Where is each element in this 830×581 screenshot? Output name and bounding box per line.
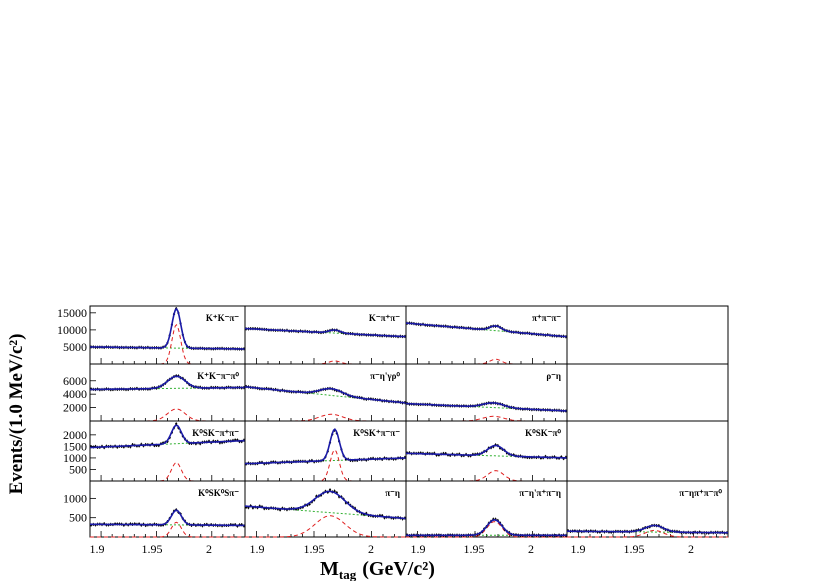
y-tick-label: 15000 bbox=[57, 306, 87, 320]
y-tick-label: 500 bbox=[69, 511, 87, 525]
panel: 5000 10000 15000 K⁺K⁻π⁻ bbox=[57, 305, 246, 365]
signal-curve bbox=[245, 515, 406, 538]
mode-label: π⁻η bbox=[385, 488, 400, 498]
panel-frame bbox=[566, 420, 729, 482]
y-tick-label: 1000 bbox=[63, 451, 87, 465]
x-tick-label: 1.9 bbox=[250, 542, 265, 556]
mode-label: π⁻η'γρ⁰ bbox=[370, 371, 400, 381]
fit-curve bbox=[89, 307, 245, 350]
background-curve bbox=[567, 530, 729, 534]
signal-curve bbox=[90, 324, 245, 365]
fit-curve bbox=[406, 518, 567, 537]
background-curve bbox=[244, 505, 407, 519]
panel bbox=[566, 305, 729, 365]
mode-label: π⁻η'π⁺π⁻η bbox=[519, 488, 561, 498]
x-axis-title: Mtag (GeV/c²) bbox=[320, 558, 435, 581]
y-tick-label: 1500 bbox=[63, 439, 87, 453]
panel-frame bbox=[566, 305, 729, 365]
fit-curve bbox=[90, 424, 246, 449]
x-tick-label: 2 bbox=[688, 542, 694, 556]
panel: π⁻η'γρ⁰ bbox=[244, 363, 407, 422]
panel: ρ⁻η bbox=[405, 363, 568, 422]
fit-curve bbox=[90, 375, 245, 391]
panel-frame bbox=[405, 363, 568, 422]
mode-label: K⁺K⁻π⁻π⁰ bbox=[197, 371, 239, 381]
mode-label: K⁰SK⁺π⁻π⁻ bbox=[353, 428, 400, 438]
signal-curve bbox=[567, 529, 728, 538]
mode-label: ρ⁻η bbox=[546, 371, 561, 381]
mode-label: π⁻ηπ⁺π⁻π⁰ bbox=[679, 488, 722, 498]
mode-label: K⁺K⁻π⁻ bbox=[206, 313, 239, 323]
panel bbox=[566, 420, 729, 482]
x-tick-label: 1.95 bbox=[464, 542, 485, 556]
y-tick-label: 2000 bbox=[63, 428, 87, 442]
background-curve bbox=[406, 452, 567, 459]
signal-curve bbox=[90, 521, 245, 538]
fit-curve bbox=[244, 490, 407, 520]
panel: K⁰SK⁺π⁻π⁻ bbox=[244, 420, 407, 482]
x-tick-label: 1.9 bbox=[411, 542, 426, 556]
panel: π⁺π⁻π⁻ bbox=[405, 305, 568, 365]
background-curve bbox=[244, 457, 407, 465]
fit-curve bbox=[90, 509, 245, 527]
background-curve bbox=[244, 386, 407, 404]
mode-label: K⁰SK⁰Sπ⁻ bbox=[198, 488, 239, 498]
y-tick-label: 2000 bbox=[63, 401, 87, 415]
mode-label: π⁺π⁻π⁻ bbox=[532, 313, 561, 323]
y-tick-label: 5000 bbox=[63, 340, 87, 354]
x-tick-label: 1.95 bbox=[142, 542, 163, 556]
panel: π⁻η'π⁺π⁻η bbox=[405, 480, 568, 538]
data-point bbox=[328, 488, 332, 491]
x-tick-label: 2 bbox=[368, 542, 374, 556]
fit-curve bbox=[567, 524, 729, 534]
fit-curve bbox=[244, 327, 407, 338]
y-tick-label: 6000 bbox=[63, 374, 87, 388]
fit-curve bbox=[244, 428, 407, 465]
background-curve bbox=[405, 322, 568, 338]
y-axis-title: Events/(1.0 MeV/c²) bbox=[6, 334, 27, 495]
mode-label: K⁰SK⁻π⁺π⁻ bbox=[192, 428, 239, 438]
x-tick-label: 1.95 bbox=[304, 542, 325, 556]
x-tick-label: 2 bbox=[206, 542, 212, 556]
panel: K⁰SK⁻π⁰ bbox=[405, 420, 568, 482]
background-curve bbox=[406, 403, 567, 412]
panel: K⁻π⁺π⁻ bbox=[244, 305, 407, 365]
x-tick-label: 1.95 bbox=[624, 542, 645, 556]
x-axis-labels: 1.9 1.95 2 1.9 1.95 2 1.9 1.95 2 1.9 1.9… bbox=[90, 542, 695, 556]
panel: π⁻η bbox=[244, 480, 407, 538]
mode-label: K⁻π⁺π⁻ bbox=[369, 313, 400, 323]
y-tick-label: 1000 bbox=[63, 491, 87, 505]
fit-curve bbox=[406, 402, 567, 412]
fit-curve bbox=[244, 386, 407, 404]
fit-curve bbox=[405, 322, 568, 338]
x-tick-label: 1.9 bbox=[571, 542, 586, 556]
panel: π⁻ηπ⁺π⁻π⁰ bbox=[566, 480, 729, 538]
panel bbox=[566, 363, 729, 422]
mode-label: K⁰SK⁻π⁰ bbox=[525, 428, 561, 438]
x-tick-label: 2 bbox=[528, 542, 534, 556]
y-tick-label: 500 bbox=[69, 462, 87, 476]
fit-curve bbox=[406, 444, 567, 459]
panel-frame bbox=[566, 363, 729, 422]
y-tick-label: 10000 bbox=[57, 323, 87, 337]
y-tick-label: 4000 bbox=[63, 387, 87, 401]
panel: 500 1000 K⁰SK⁰Sπ⁻ bbox=[63, 480, 246, 538]
x-tick-label: 1.9 bbox=[90, 542, 105, 556]
